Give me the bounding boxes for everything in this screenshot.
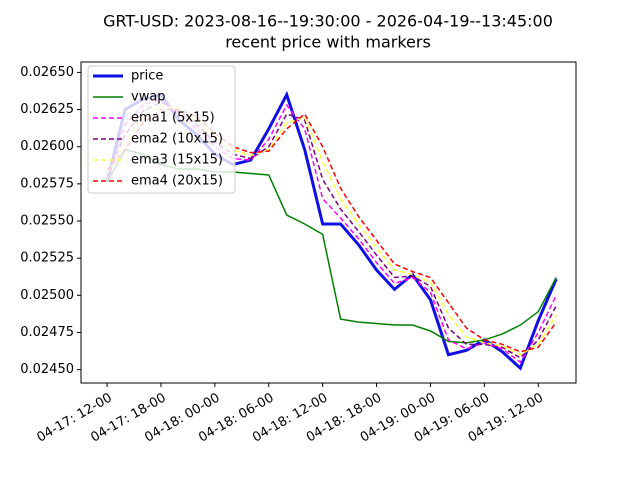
y-tick-label: 0.02525: [20, 251, 74, 266]
series-line: [106, 101, 557, 359]
y-tick-label: 0.02575: [20, 176, 74, 191]
chart-title: GRT-USD: 2023-08-16--19:30:00 - 2026-04-…: [103, 12, 553, 31]
legend-label: ema3 (15x15): [131, 153, 223, 168]
y-tick-label: 0.02500: [20, 288, 74, 303]
legend-label: ema1 (5x15): [131, 111, 215, 126]
y-tick-label: 0.02600: [20, 139, 74, 154]
legend-label: ema4 (20x15): [131, 174, 223, 189]
y-tick-label: 0.02550: [20, 214, 74, 229]
legend-label: price: [131, 69, 163, 84]
legend-label: vwap: [131, 90, 166, 105]
y-tick-label: 0.02450: [20, 362, 74, 377]
y-tick-label: 0.02475: [20, 325, 74, 340]
y-tick-label: 0.02625: [20, 102, 74, 117]
chart-subtitle: recent price with markers: [225, 33, 431, 52]
series-line: [106, 108, 557, 353]
y-tick-label: 0.02650: [20, 65, 74, 80]
series-line: [106, 104, 557, 356]
legend-label: ema2 (10x15): [131, 132, 223, 147]
plot-frame: [80, 61, 577, 384]
legend-box: [87, 65, 236, 194]
